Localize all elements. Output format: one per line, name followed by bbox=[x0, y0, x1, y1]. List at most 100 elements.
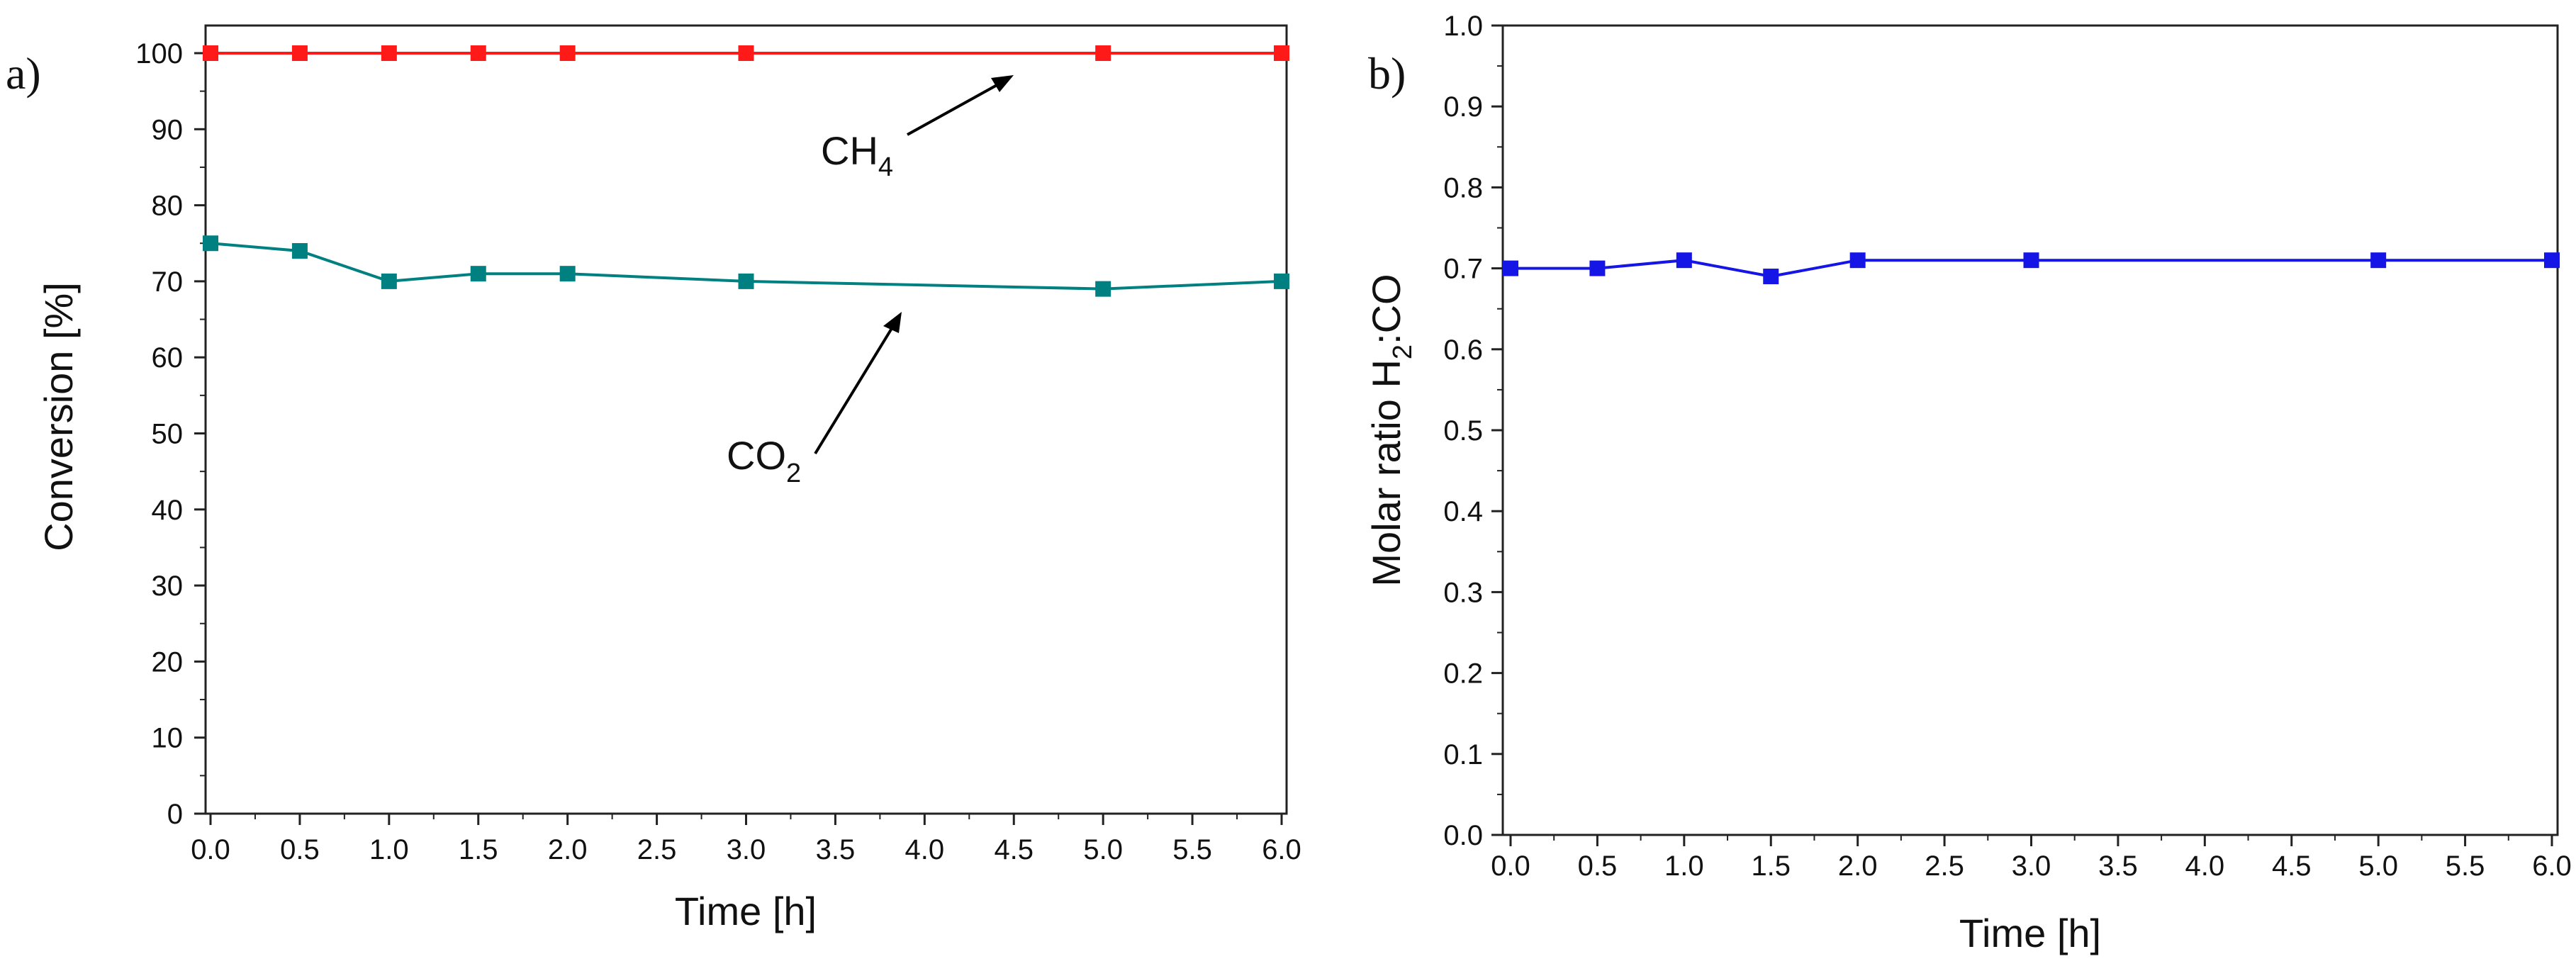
ch4-label-sub: 4 bbox=[878, 152, 893, 182]
panel-b-series bbox=[1503, 252, 2560, 285]
panel-a-co2-point bbox=[291, 242, 308, 259]
panel-b-x-tick-label: 1.0 bbox=[1664, 851, 1704, 882]
panel-b-x-tick-label: 2.5 bbox=[1925, 851, 1964, 882]
panel-a-y-tick-label: 50 bbox=[152, 419, 184, 450]
panel-a-y-tick-label: 10 bbox=[152, 723, 184, 754]
panel-b-x-tick-label: 5.5 bbox=[2446, 851, 2485, 882]
panel-b-y-tick-label: 0.2 bbox=[1443, 658, 1483, 690]
panel-a-y-tick-label: 20 bbox=[152, 646, 184, 678]
panel-b-x-tick-label: 0.0 bbox=[1491, 851, 1530, 882]
panel-a-co2-point bbox=[559, 266, 576, 282]
panel-a-co2-point bbox=[203, 235, 218, 252]
panel-a-y-tick-label: 80 bbox=[152, 191, 184, 222]
panel-a-co2-line bbox=[210, 242, 1282, 291]
panel-b-x-tick-label: 4.0 bbox=[2185, 851, 2225, 882]
panel-b-y-tick-label: 0.1 bbox=[1443, 739, 1483, 770]
panel-a-x-tick-label: 4.5 bbox=[994, 834, 1034, 865]
panel-a-y-tick-label: 100 bbox=[135, 38, 183, 69]
panel-b-h2-co-point bbox=[1849, 252, 1866, 269]
panel-b-x-tick-label: 0.5 bbox=[1578, 851, 1618, 882]
panel-b-y-tick-label: 0.7 bbox=[1443, 254, 1483, 285]
ch4-label: CH4 bbox=[821, 128, 893, 182]
panel-a-ch4-point bbox=[291, 45, 308, 61]
panel-b-y-tick-label: 0.0 bbox=[1443, 820, 1483, 851]
ch4-label-main: CH bbox=[821, 128, 878, 173]
panel-b-letter: b) bbox=[1368, 48, 1406, 99]
co2-label: CO2 bbox=[727, 433, 801, 488]
panel-a-y-axis-title: Conversion [%] bbox=[36, 282, 81, 551]
panel-a-x-tick-label: 1.0 bbox=[369, 834, 409, 865]
panel-b-x-tick-label: 3.5 bbox=[2098, 851, 2138, 882]
panel-a-x-tick-label: 3.5 bbox=[816, 834, 856, 865]
panel-a-ch4-point bbox=[559, 45, 576, 61]
co2-label-sub: 2 bbox=[786, 459, 801, 488]
panel-a-letter: a) bbox=[6, 48, 41, 99]
panel-b-y-axis-title-tail: :CO bbox=[1364, 274, 1409, 344]
panel-b-x-tick-label: 3.0 bbox=[2012, 851, 2051, 882]
panel-b-h2-co-line bbox=[1511, 259, 2552, 279]
panel-a-ch4-point bbox=[381, 45, 397, 61]
co2-arrow bbox=[814, 312, 902, 455]
panel-a-x-tick-label: 2.0 bbox=[548, 834, 588, 865]
panel-b-x-tick-label: 1.5 bbox=[1751, 851, 1791, 882]
panel-a-x-tick-label: 3.0 bbox=[727, 834, 766, 865]
panel-b-y-axis-title-sub: 2 bbox=[1388, 344, 1418, 359]
panel-b-h2-co-point bbox=[1676, 252, 1692, 269]
panel-a: a) 0.0 0.5 1.0 1.5 2.0 2.5 3.0 3.5 4.0 4.5 5.0 5.5 6… bbox=[6, 24, 1301, 933]
panel-a-y-tick-label: 30 bbox=[152, 571, 184, 602]
panel-b-x-tick-label: 5.0 bbox=[2358, 851, 2398, 882]
panel-a-co2-point bbox=[470, 266, 486, 282]
panel-b-h2-co-point bbox=[2023, 252, 2039, 269]
panel-a-plot-frame bbox=[204, 24, 1288, 815]
panel-b-y-tick-label: 0.3 bbox=[1443, 577, 1483, 608]
panel-b-plot-frame bbox=[1501, 24, 2559, 836]
panel-a-y-tick-label: 0 bbox=[167, 799, 183, 830]
panel-a-co2-point bbox=[1274, 273, 1289, 289]
panel-b-ticks: 0.0 0.5 1.0 1.5 2.0 2.5 3.0 3.5 4.0 4.5 5.0 5.5 6.0 0… bbox=[1443, 11, 2571, 882]
panel-a-ch4-point bbox=[203, 45, 218, 61]
panel-a-ticks: 0.0 0.5 1.0 1.5 2.0 2.5 3.0 3.5 4.0 4.5 5.0 5.5 6.0 0… bbox=[135, 38, 1301, 865]
panel-b-y-tick-label: 0.6 bbox=[1443, 335, 1483, 366]
panel-a-x-tick-label: 2.5 bbox=[637, 834, 677, 865]
panel-b-h2-co-point bbox=[2370, 252, 2387, 269]
panel-b-h2-co-point bbox=[1763, 269, 1779, 285]
panel-b-x-axis-title: Time [h] bbox=[1959, 911, 2101, 955]
panel-a-x-tick-label: 6.0 bbox=[1262, 834, 1301, 865]
panel-a-ch4-point bbox=[470, 45, 486, 61]
panel-b-y-tick-label: 0.8 bbox=[1443, 172, 1483, 203]
ch4-arrow bbox=[907, 75, 1014, 136]
panel-a-y-tick-label: 60 bbox=[152, 342, 184, 374]
co2-label-main: CO bbox=[727, 433, 786, 478]
panel-a-y-tick-label: 90 bbox=[152, 114, 184, 145]
panel-a-co2-point bbox=[738, 273, 754, 289]
panel-a-x-tick-label: 1.5 bbox=[459, 834, 498, 865]
panel-a-x-tick-label: 5.5 bbox=[1172, 834, 1212, 865]
panel-b-y-tick-label: 0.9 bbox=[1443, 91, 1483, 123]
panel-b-h2-co-point bbox=[1503, 260, 1518, 276]
panel-b-y-axis-title: Molar ratio H2:CO bbox=[1364, 274, 1418, 586]
panel-b: b) 0.0 0.5 1.0 1.5 2.0 2.5 3.0 3.5 4.0 4.5 5.0 5.5 6… bbox=[1364, 11, 2572, 955]
panel-b-y-tick-label: 1.0 bbox=[1443, 11, 1483, 42]
panel-b-h2-co-point bbox=[2544, 252, 2560, 269]
panel-b-x-tick-label: 6.0 bbox=[2532, 851, 2572, 882]
panel-a-y-tick-label: 70 bbox=[152, 266, 184, 298]
panel-b-y-tick-label: 0.5 bbox=[1443, 415, 1483, 447]
panel-a-x-axis-title: Time [h] bbox=[675, 889, 817, 933]
panel-a-ch4-point bbox=[738, 45, 754, 61]
panel-a-co2-point bbox=[381, 273, 397, 289]
panel-b-x-tick-label: 2.0 bbox=[1838, 851, 1878, 882]
panel-a-x-tick-label: 0.0 bbox=[191, 834, 230, 865]
panel-a-x-tick-label: 0.5 bbox=[280, 834, 320, 865]
panel-a-x-tick-label: 4.0 bbox=[905, 834, 945, 865]
panel-a-ch4-point bbox=[1274, 45, 1289, 61]
panel-a-co2-point bbox=[1095, 281, 1111, 297]
panel-a-x-tick-label: 5.0 bbox=[1083, 834, 1123, 865]
panel-b-x-tick-label: 4.5 bbox=[2272, 851, 2312, 882]
panel-a-y-tick-label: 40 bbox=[152, 495, 184, 526]
panel-b-h2-co-point bbox=[1589, 260, 1606, 276]
panel-a-series bbox=[203, 45, 1289, 297]
panel-b-y-tick-label: 0.4 bbox=[1443, 496, 1483, 527]
panel-a-ch4-point bbox=[1095, 45, 1111, 61]
panel-b-y-axis-title-main: Molar ratio H bbox=[1364, 359, 1409, 587]
